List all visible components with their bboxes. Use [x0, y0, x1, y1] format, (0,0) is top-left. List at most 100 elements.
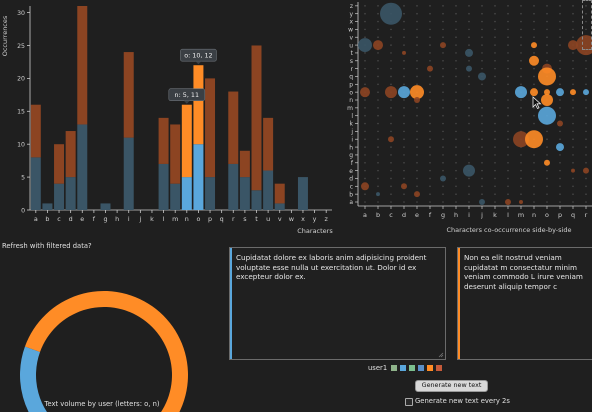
grid-dot — [546, 36, 548, 38]
grid-dot — [455, 76, 457, 78]
x-tick-label-a: a — [34, 215, 38, 223]
user-color-swatch[interactable] — [436, 365, 442, 371]
scatter-point-q-e — [571, 169, 575, 173]
user-color-swatch[interactable] — [409, 365, 415, 371]
tooltip-o: o: 10, 12 — [180, 49, 216, 64]
text-box-user2[interactable]: Non ea elit nostrud veniam cupidatat m c… — [457, 247, 592, 360]
scatter-x-tick-label-n: n — [532, 211, 536, 219]
grid-dot — [403, 201, 405, 203]
grid-dot — [507, 154, 509, 156]
grid-dot — [468, 178, 470, 180]
grid-dot — [520, 60, 522, 62]
x-tick-label-l: l — [163, 215, 165, 223]
grid-dot — [494, 52, 496, 54]
resize-handle-icon[interactable] — [438, 352, 444, 358]
grid-dot — [533, 84, 535, 86]
grid-dot — [533, 162, 535, 164]
grid-dot — [559, 131, 561, 133]
grid-dot — [364, 99, 366, 101]
x-tick-label-k: k — [150, 215, 154, 223]
scatter-y-tick-label-w: w — [348, 27, 353, 34]
text-box-user2-content[interactable]: Non ea elit nostrud veniam cupidatat m c… — [464, 253, 583, 291]
bar-p-series-2 — [205, 78, 215, 177]
grid-dot — [468, 91, 470, 93]
scatter-point-i-e — [463, 165, 475, 177]
scatter-y-tick-label-i: i — [351, 136, 353, 143]
gauge-chart: Text volume by user (letters: o, n) — [0, 250, 220, 412]
grid-dot — [429, 193, 431, 195]
brush-selection[interactable] — [582, 0, 592, 50]
grid-dot — [585, 186, 587, 188]
grid-dot — [585, 84, 587, 86]
grid-dot — [416, 13, 418, 15]
grid-dot — [377, 178, 379, 180]
grid-dot — [390, 84, 392, 86]
grid-dot — [468, 36, 470, 38]
grid-dot — [546, 138, 548, 140]
grid-dot — [403, 13, 405, 15]
bar-e-series-2 — [77, 6, 87, 124]
grid-dot — [429, 178, 431, 180]
grid-dot — [377, 131, 379, 133]
text-box-user1[interactable]: Cupidatat dolore ex laboris anim adipisi… — [229, 247, 446, 360]
grid-dot — [364, 76, 366, 78]
grid-dot — [494, 154, 496, 156]
x-tick-label-n: n — [185, 215, 189, 223]
bar-o-series-2 — [193, 65, 203, 144]
scatter-chart: Characters co-occurrence side-by-side ab… — [340, 0, 592, 238]
grid-dot — [403, 123, 405, 125]
scatter-point-i-t — [465, 49, 473, 57]
bar-r-series-2 — [228, 92, 238, 164]
grid-dot — [416, 5, 418, 7]
bar-d-series-2 — [66, 131, 76, 177]
grid-dot — [403, 29, 405, 31]
grid-dot — [429, 138, 431, 140]
user-color-swatch[interactable] — [400, 365, 406, 371]
grid-dot — [364, 178, 366, 180]
user-color-swatch[interactable] — [418, 365, 424, 371]
bar-s-series-2 — [240, 151, 250, 177]
refresh-label[interactable]: Refresh with filtered data? — [2, 242, 92, 250]
grid-dot — [481, 154, 483, 156]
grid-dot — [442, 162, 444, 164]
grid-dot — [377, 76, 379, 78]
grid-dot — [559, 162, 561, 164]
grid-dot — [364, 201, 366, 203]
refresh-checkbox-row[interactable]: Refresh with filtered data? — [2, 242, 92, 250]
gauge-slice-2 — [25, 291, 188, 412]
grid-dot — [403, 21, 405, 23]
grid-dot — [403, 154, 405, 156]
scatter-point-i-r — [466, 66, 472, 72]
x-tick-label-f: f — [93, 215, 96, 223]
grid-dot — [416, 123, 418, 125]
grid-dot — [572, 201, 574, 203]
generate-text-button[interactable]: Generate new text — [415, 380, 488, 392]
grid-dot — [507, 131, 509, 133]
grid-dot — [481, 146, 483, 148]
text-box-user1-content[interactable]: Cupidatat dolore ex laboris anim adipisi… — [236, 253, 426, 281]
grid-dot — [442, 154, 444, 156]
grid-dot — [377, 115, 379, 117]
grid-dot — [585, 115, 587, 117]
grid-dot — [416, 154, 418, 156]
grid-dot — [468, 131, 470, 133]
user-color-swatch[interactable] — [391, 365, 397, 371]
grid-dot — [442, 99, 444, 101]
auto-generate-checkbox[interactable] — [405, 398, 413, 406]
grid-dot — [520, 68, 522, 70]
grid-dot — [468, 21, 470, 23]
grid-dot — [585, 193, 587, 195]
scatter-y-tick-label-o: o — [349, 89, 353, 96]
grid-dot — [481, 84, 483, 86]
scatter-x-tick-label-h: h — [454, 211, 458, 219]
grid-dot — [364, 146, 366, 148]
grid-dot — [572, 76, 574, 78]
grid-dot — [390, 162, 392, 164]
user-color-swatch[interactable] — [427, 365, 433, 371]
grid-dot — [429, 123, 431, 125]
grid-dot — [520, 154, 522, 156]
grid-dot — [468, 60, 470, 62]
scatter-y-tick-label-y: y — [349, 11, 353, 18]
grid-dot — [481, 44, 483, 46]
grid-dot — [533, 201, 535, 203]
